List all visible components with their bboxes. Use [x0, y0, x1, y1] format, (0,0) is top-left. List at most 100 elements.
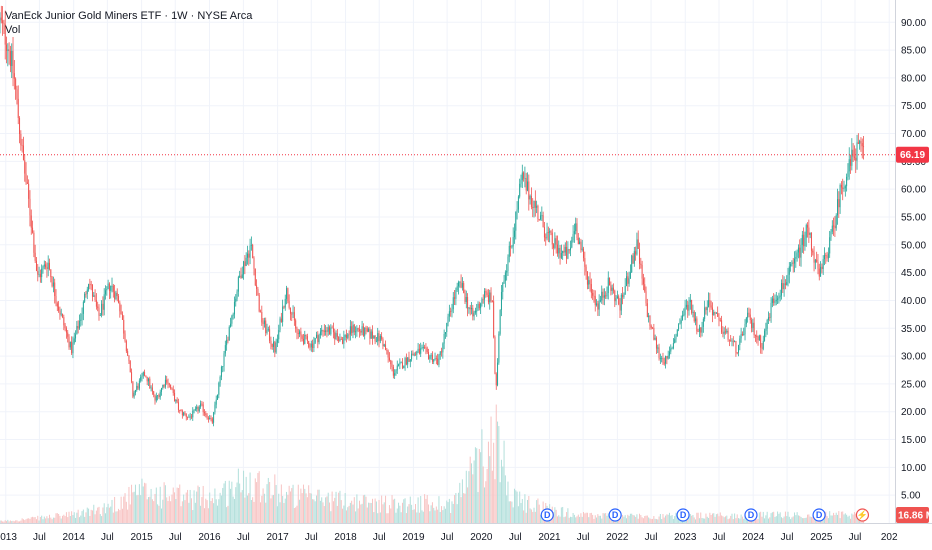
volume-bar	[563, 517, 565, 523]
volume-bar	[649, 518, 651, 523]
volume-bar	[390, 508, 392, 523]
volume-bar	[391, 495, 393, 523]
candle-body	[597, 303, 599, 310]
volume-bar	[417, 497, 419, 523]
candle-body	[318, 335, 320, 343]
volume-bar	[131, 484, 133, 523]
volume-bar	[289, 491, 291, 523]
volume-bar	[650, 519, 652, 523]
volume-bar	[771, 512, 773, 523]
volume-bar	[323, 506, 325, 523]
volume-bar	[28, 518, 30, 523]
symbol-title[interactable]: VanEck Junior Gold Miners ETF · 1W · NYS…	[5, 10, 253, 22]
volume-bar	[334, 497, 336, 523]
candle-body	[551, 232, 553, 245]
volume-bar	[142, 486, 144, 523]
candle-body	[235, 298, 237, 302]
volume-bar	[495, 404, 497, 523]
volume-bar	[704, 518, 706, 523]
volume-bar	[34, 517, 36, 523]
candle-body	[843, 188, 845, 190]
candle-body	[774, 301, 776, 303]
volume-bar	[144, 482, 146, 523]
volume-bar	[312, 499, 314, 523]
volume-bar	[499, 482, 501, 523]
volume-bar	[215, 499, 217, 523]
volume-bar	[741, 516, 743, 523]
candle-body	[808, 227, 810, 235]
candle-body	[261, 312, 263, 323]
volume-bar	[227, 505, 229, 523]
candle-body	[770, 302, 772, 318]
candle-body	[295, 320, 297, 329]
candle-body	[176, 399, 178, 403]
candle-body	[581, 248, 583, 250]
volume-bar	[441, 506, 443, 523]
volume-bar	[497, 421, 499, 523]
volume-bar	[434, 510, 436, 523]
volume-bar	[326, 496, 328, 523]
candle-body	[827, 253, 829, 259]
candle-body	[550, 231, 552, 233]
volume-bar	[329, 502, 331, 523]
time-tick-label: 2017	[266, 532, 289, 543]
candle-body	[817, 261, 819, 269]
candle-body	[556, 244, 558, 254]
volume-bar	[450, 513, 452, 523]
event-markers[interactable]: D D D D D ⚡	[540, 508, 870, 522]
candle-body	[80, 319, 82, 321]
candle-body	[596, 303, 598, 306]
volume-bar	[196, 491, 198, 523]
volume-bar	[429, 511, 431, 523]
volume-bar	[217, 505, 219, 523]
volume-bar	[214, 488, 216, 523]
candle-body	[398, 364, 400, 366]
volume-bar	[525, 512, 527, 523]
candle-body	[795, 257, 797, 259]
volume-bar	[7, 519, 9, 523]
candle-body	[618, 296, 620, 305]
candle-body	[528, 181, 530, 200]
volume-bar	[464, 493, 466, 523]
candle-body	[120, 311, 122, 315]
candle-body	[696, 318, 698, 332]
volume-bar	[687, 518, 689, 523]
candle-body	[784, 283, 786, 285]
candle-body	[428, 352, 430, 359]
volume-bar	[413, 509, 415, 523]
volume-bar	[401, 502, 403, 523]
candle-body	[571, 240, 573, 248]
volume-bar	[55, 513, 57, 523]
candle-body	[675, 336, 677, 340]
time-tick-label: 202	[881, 532, 898, 543]
volume-bar	[78, 517, 80, 523]
volume-bar	[283, 502, 285, 523]
volume-bar	[163, 482, 165, 523]
candle-body	[405, 358, 407, 365]
candle-body	[442, 343, 444, 353]
candle-body	[250, 244, 252, 246]
volume-bar	[8, 521, 10, 523]
candle-body	[140, 376, 142, 381]
volume-bar	[226, 507, 228, 523]
volume-bar	[671, 515, 673, 523]
candle-body	[708, 300, 710, 307]
volume-label[interactable]: Vol	[5, 24, 21, 36]
volume-bar	[414, 503, 416, 523]
time-axis[interactable]: 2013 Jul 2014 Jul 2015 Jul 2016 Jul 2017 Jul 2018 J…	[0, 523, 932, 550]
candle-body	[732, 340, 734, 342]
candle-body	[357, 328, 359, 330]
last-price-tag-label: 66.19	[900, 150, 925, 161]
volume-bar	[489, 456, 491, 523]
candle-body	[188, 416, 190, 418]
candle-body	[72, 342, 74, 354]
volume-bar	[619, 517, 621, 523]
volume-bar	[491, 470, 493, 523]
candle-body	[142, 372, 144, 376]
volume-bar	[175, 499, 177, 523]
candle-body	[684, 307, 686, 315]
candle-body	[219, 376, 221, 384]
price-axis[interactable]: 90.0085.0080.0075.0070.0065.0060.0055.00…	[895, 0, 932, 550]
candle-body	[193, 409, 195, 411]
